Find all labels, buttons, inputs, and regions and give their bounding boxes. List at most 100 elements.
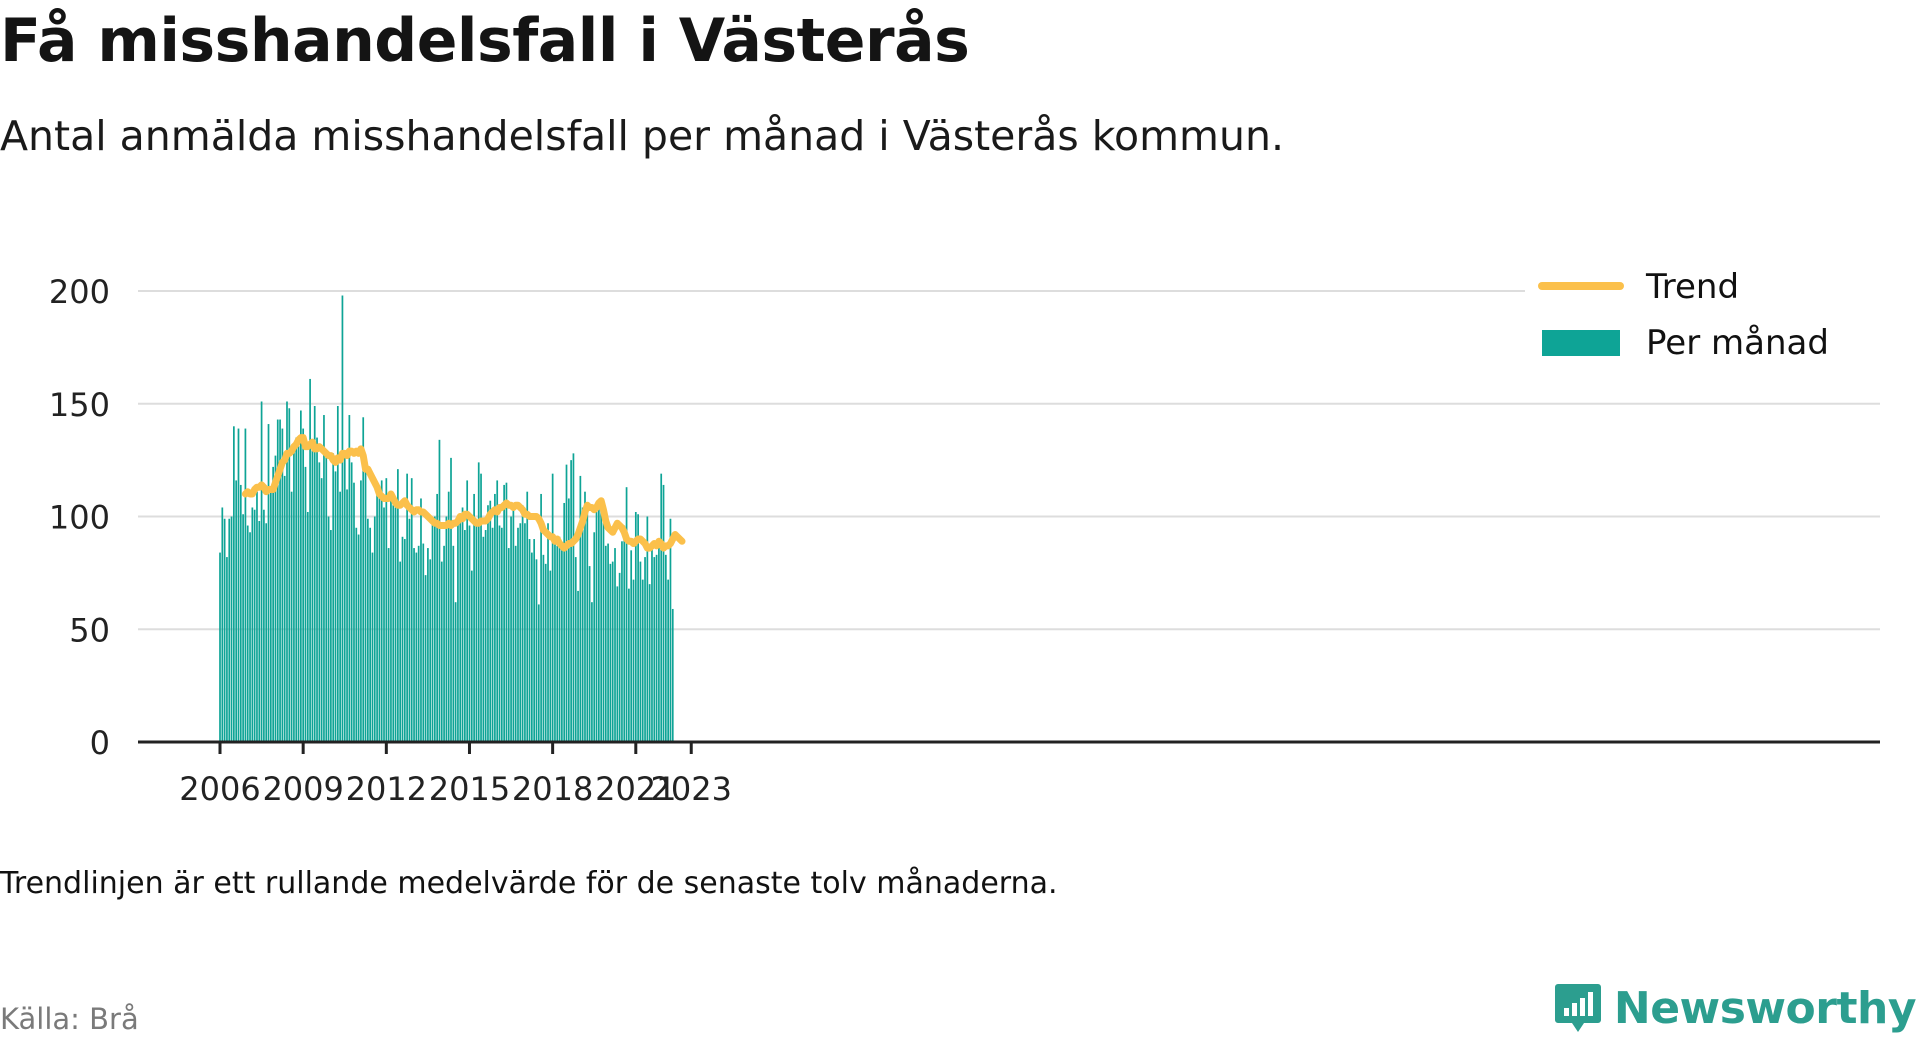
bar [648,584,651,742]
x-tick-label: 2009 [262,770,343,808]
bar [637,514,639,742]
bar [450,457,452,742]
bar [290,491,293,742]
bar [491,527,494,742]
bar [376,482,378,742]
bar [574,557,577,742]
bar [600,509,603,742]
bar [466,480,469,742]
bar [489,500,492,742]
bar [470,570,473,742]
bar [614,548,616,742]
bar [256,491,258,742]
bar [362,417,365,742]
bar [558,536,561,742]
bar [339,491,341,742]
bar [427,548,429,742]
bar [547,523,549,742]
bar [306,511,309,742]
bar [283,475,286,742]
bar [300,410,302,742]
bar [265,523,268,742]
bar [397,469,399,742]
bar [526,491,529,742]
bar [669,518,672,742]
bar [413,548,415,742]
bar [392,505,395,742]
bar [452,545,455,742]
bar [431,523,434,742]
bar [390,496,392,742]
bar [593,532,596,742]
legend-bars-swatch [1542,330,1620,356]
bar [260,401,263,742]
bar [473,493,475,742]
bar [623,525,626,742]
bar [459,518,462,742]
bar [634,511,637,742]
bar [567,498,570,742]
bar [551,473,554,742]
bar [533,539,536,742]
bar [496,480,499,742]
bar [528,539,531,742]
x-tick-label: 2006 [179,770,260,808]
bar [433,516,436,742]
bar [383,507,385,742]
bar [454,602,457,742]
bar [653,557,656,742]
bar [464,530,466,742]
bar [246,525,249,742]
bar [364,466,367,742]
bar [625,487,628,742]
bar [542,554,545,742]
legend-bars-label: Per månad [1646,323,1829,363]
bar [336,406,339,742]
bar [577,590,579,742]
bar [443,545,445,742]
bar [662,484,665,742]
bar [348,415,351,742]
bar [616,586,619,742]
bar [581,507,584,742]
bar [565,464,568,742]
bar [401,536,404,742]
bar [293,446,295,742]
bar [378,491,381,742]
bar [602,500,605,742]
bar [586,505,589,742]
bar [276,419,279,742]
bar [281,428,284,742]
y-tick-label: 100 [49,499,110,537]
bar [531,552,533,742]
bar [438,439,441,742]
bar [420,498,422,742]
bar [387,548,390,742]
bar [597,507,600,742]
bar [242,514,244,742]
bar [468,525,471,742]
trend-line [241,434,686,552]
bar [549,570,552,742]
bar [251,507,254,742]
x-tick-label: 2015 [429,770,510,808]
bar [279,419,281,742]
bar [274,455,277,742]
bar [477,462,480,742]
bar [318,462,321,742]
bar [494,493,496,742]
legend-trend-label: Trend [1645,267,1739,307]
y-tick-label: 50 [69,611,110,649]
legend: Trend Per månad [1525,267,1885,376]
bar [357,534,360,742]
bar [221,507,224,742]
brand-logo: Newsworthy [1554,982,1917,1034]
bar [644,557,646,742]
bar [521,505,524,742]
bar [563,502,566,742]
bar [588,566,591,742]
bar [651,548,653,742]
bar [403,539,406,742]
